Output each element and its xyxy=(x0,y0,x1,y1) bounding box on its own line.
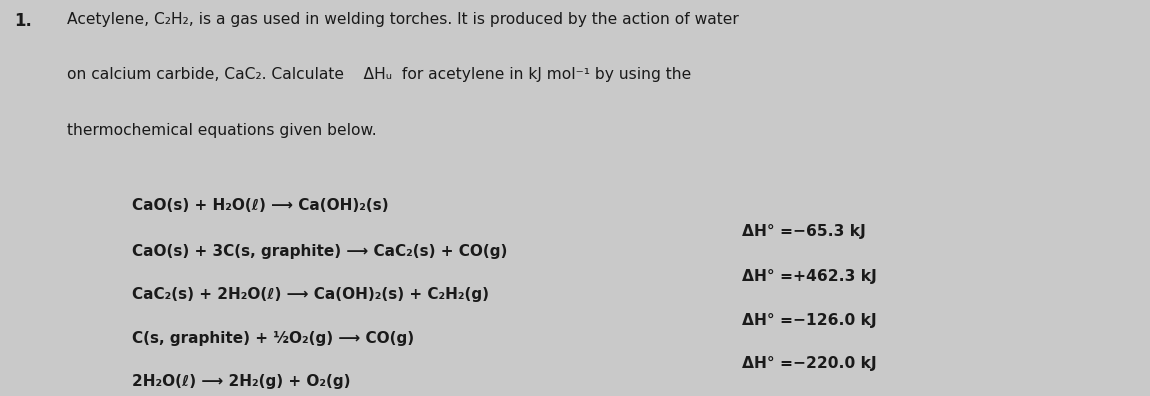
Text: ΔH° =−65.3 kJ: ΔH° =−65.3 kJ xyxy=(742,224,866,239)
Text: 2H₂O(ℓ) ⟶ 2H₂(g) + O₂(g): 2H₂O(ℓ) ⟶ 2H₂(g) + O₂(g) xyxy=(132,374,351,389)
Text: thermochemical equations given below.: thermochemical equations given below. xyxy=(67,123,376,138)
Text: CaO(s) + H₂O(ℓ) ⟶ Ca(OH)₂(s): CaO(s) + H₂O(ℓ) ⟶ Ca(OH)₂(s) xyxy=(132,198,389,213)
Text: CaO(s) + 3C(s, graphite) ⟶ CaC₂(s) + CO(g): CaO(s) + 3C(s, graphite) ⟶ CaC₂(s) + CO(… xyxy=(132,244,507,259)
Text: ΔH° =+462.3 kJ: ΔH° =+462.3 kJ xyxy=(742,269,876,284)
Text: ΔH° =−220.0 kJ: ΔH° =−220.0 kJ xyxy=(742,356,876,371)
Text: on calcium carbide, CaC₂. Calculate    ΔHᵤ  for acetylene in kJ mol⁻¹ by using t: on calcium carbide, CaC₂. Calculate ΔHᵤ … xyxy=(67,67,691,82)
Text: C(s, graphite) + ½O₂(g) ⟶ CO(g): C(s, graphite) + ½O₂(g) ⟶ CO(g) xyxy=(132,331,414,346)
Text: Acetylene, C₂H₂, is a gas used in welding torches. It is produced by the action : Acetylene, C₂H₂, is a gas used in weldin… xyxy=(67,12,738,27)
Text: CaC₂(s) + 2H₂O(ℓ) ⟶ Ca(OH)₂(s) + C₂H₂(g): CaC₂(s) + 2H₂O(ℓ) ⟶ Ca(OH)₂(s) + C₂H₂(g) xyxy=(132,287,489,302)
Text: ΔH° =−126.0 kJ: ΔH° =−126.0 kJ xyxy=(742,313,876,328)
Text: 1.: 1. xyxy=(14,12,32,30)
